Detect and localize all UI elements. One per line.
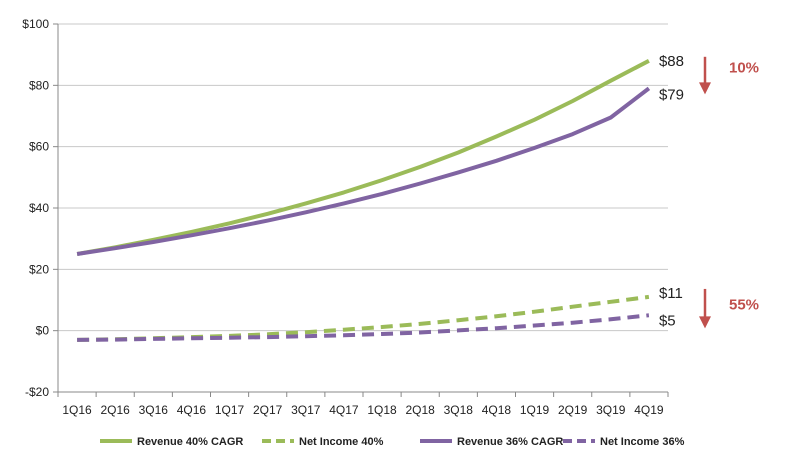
x-tick-label: 3Q17 (291, 403, 321, 417)
x-axis-tick-labels: 1Q16 2Q16 3Q16 4Q16 1Q17 2Q17 3Q17 4Q17 1Q18 2Q18… (62, 403, 664, 417)
x-tick-label: 2Q18 (406, 403, 436, 417)
y-tick-label: $20 (29, 262, 49, 276)
annotation-label: 55% (729, 297, 759, 314)
x-tick-label: 1Q17 (215, 403, 245, 417)
annotation-arrowhead (699, 82, 711, 95)
x-tick-label: 3Q16 (139, 403, 169, 417)
x-tick-label: 4Q16 (177, 403, 207, 417)
x-tick-label: 3Q19 (596, 403, 626, 417)
series-lines (76, 59, 651, 342)
x-tick-label: 4Q19 (634, 403, 664, 417)
annotations: 10% 55% (699, 56, 759, 329)
x-tick-label: 1Q19 (520, 403, 550, 417)
legend-item-label: Revenue 36% CAGR (457, 436, 563, 448)
annotation-arrowhead (699, 316, 711, 329)
y-tick-label: $40 (29, 201, 49, 215)
end-label: $5 (659, 312, 676, 329)
gridlines (58, 23, 668, 393)
y-tick-label: $80 (29, 78, 49, 92)
end-label: $79 (659, 86, 684, 103)
end-label: $11 (659, 285, 683, 302)
x-tick-label: 4Q17 (329, 403, 359, 417)
axes (53, 23, 669, 397)
x-tick-label: 1Q18 (367, 403, 397, 417)
series-line-3 (76, 86, 651, 256)
end-label: $88 (659, 53, 684, 70)
series-line-1 (76, 59, 650, 256)
x-tick-label: 2Q17 (253, 403, 283, 417)
legend-item-label: Net Income 36% (600, 436, 685, 448)
x-tick-label: 1Q16 (62, 403, 92, 417)
x-tick-label: 4Q18 (482, 403, 512, 417)
y-tick-label: $0 (36, 324, 50, 338)
x-tick-label: 2Q16 (101, 403, 131, 417)
series-line-4 (77, 313, 650, 342)
y-tick-label: $100 (22, 17, 49, 31)
end-labels: $88 $11 $79 $5 (659, 53, 684, 330)
legend-item-label: Revenue 40% CAGR (137, 436, 243, 448)
legend-item-label: Net Income 40% (299, 436, 384, 448)
x-tick-label: 3Q18 (444, 403, 474, 417)
y-tick-label: -$20 (25, 385, 49, 399)
legend: Revenue 40% CAGR Net Income 40% Revenue 36… (100, 436, 685, 448)
y-tick-label: $60 (29, 140, 49, 154)
annotation-label: 10% (729, 60, 759, 77)
y-axis-tick-labels: -$20 $0 $20 $40 $60 $80 $100 (22, 17, 49, 399)
x-tick-label: 2Q19 (558, 403, 588, 417)
